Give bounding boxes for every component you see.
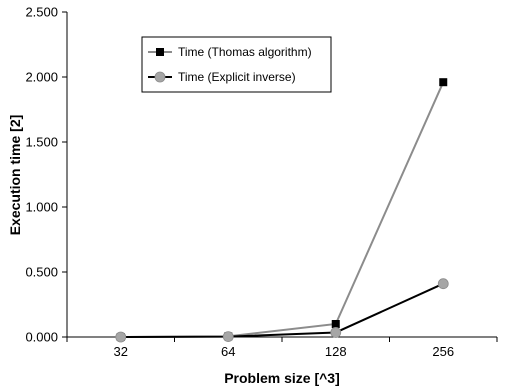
y-tick-label: 1.500 (25, 135, 58, 150)
x-tick-label: 32 (114, 344, 128, 359)
series-line-0 (120, 81, 445, 338)
x-tick-label: 256 (432, 344, 454, 359)
series-layer (115, 78, 449, 343)
legend-label-thomas: Time (Thomas algorithm) (178, 45, 312, 59)
legend-marker-thomas (156, 48, 164, 56)
y-tick-label: 2.500 (25, 5, 58, 20)
legend-label-explicit: Time (Explicit inverse) (178, 70, 296, 84)
data-point-circle (222, 331, 234, 343)
y-tick-label: 2.000 (25, 70, 58, 85)
x-tick-label: 128 (325, 344, 347, 359)
series-line-1 (120, 282, 444, 338)
data-point-square (439, 78, 448, 87)
y-tick-label: 0.000 (25, 330, 58, 345)
legend: Time (Thomas algorithm) Time (Explicit i… (141, 36, 332, 93)
y-tick-label: 1.000 (25, 200, 58, 215)
data-point-circle (437, 278, 449, 290)
x-tick-label: 64 (221, 344, 235, 359)
data-point-square (331, 320, 340, 328)
x-ticks: 32 64 128 256 (66, 337, 498, 359)
y-axis-title: Execution time [2] (7, 115, 23, 236)
legend-box (141, 36, 332, 93)
x-axis-title: Problem size [^3] (224, 370, 340, 386)
y-tick-label: 0.500 (25, 265, 58, 280)
data-point-circle (330, 327, 342, 338)
data-point-circle (115, 331, 127, 343)
legend-marker-explicit (154, 71, 166, 83)
y-ticks: 0.000 0.500 1.000 1.500 2.000 2.500 (25, 5, 67, 345)
